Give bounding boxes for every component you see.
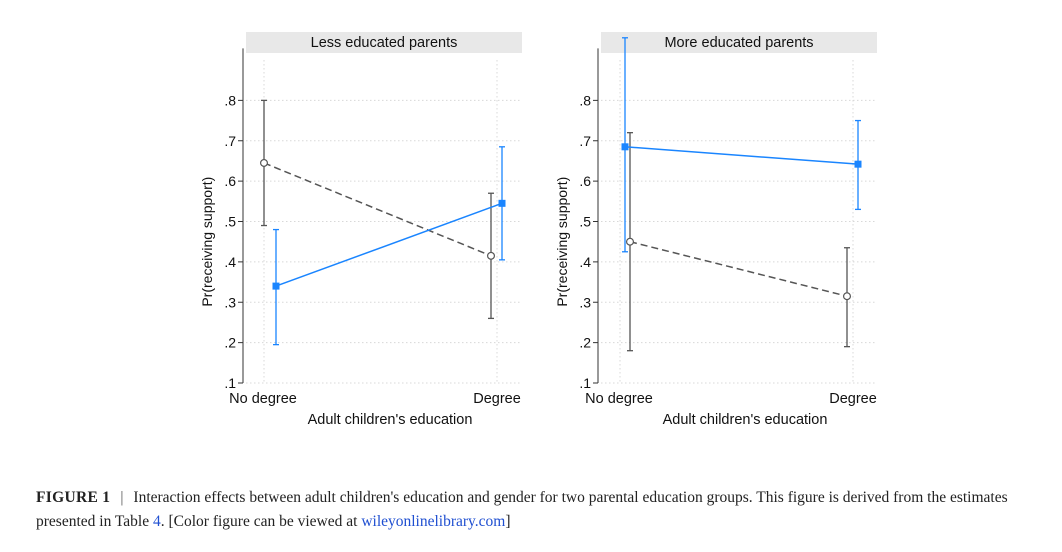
chart-panel-2: More educated parents .1 .2 .3 .4 .5 .6 .7 .8 Pr(…	[554, 32, 877, 428]
y-tick-label: .4	[579, 254, 591, 270]
daughters-series-line	[624, 146, 859, 165]
chart-panel-1: Less educated parents .1 .2 .3 .4 .5 .6 .7 .8 Pr(…	[199, 32, 522, 428]
caption-text-3: ]	[505, 513, 511, 530]
y-axis-title: Pr(receiving support)	[199, 177, 215, 307]
y-tick-label: .8	[224, 92, 236, 108]
panel-title-strip	[601, 32, 877, 53]
sons-point	[842, 292, 851, 301]
caption-label: FIGURE 1	[36, 489, 111, 506]
figure-caption: FIGURE 1 | Interaction effects between adu…	[36, 486, 1046, 534]
y-tick-label: .2	[224, 335, 236, 351]
sons-series-line	[263, 162, 492, 257]
y-tick-label: .1	[224, 375, 236, 391]
y-tick-label: .3	[579, 294, 591, 310]
x-tick-label: Degree	[473, 391, 521, 407]
panel-title: More educated parents	[664, 35, 813, 51]
x-axis-title: Adult children's education	[308, 412, 473, 428]
y-axis-title: Pr(receiving support)	[554, 177, 570, 307]
interaction-figure: Less educated parents .1 .2 .3 .4 .5 .6 .7 .8 Pr(…	[199, 32, 877, 460]
x-tick-label: No degree	[585, 391, 653, 407]
x-tick-label: No degree	[229, 391, 297, 407]
sons-point	[487, 251, 496, 260]
daughters-point	[498, 199, 506, 207]
daughters-point	[621, 143, 629, 151]
caption-text-2: . [Color figure can be viewed at	[160, 513, 362, 530]
daughters-point	[272, 282, 280, 290]
sons-series-line	[629, 240, 848, 297]
x-tick-label: Degree	[829, 391, 877, 407]
caption-text: Interaction effects between adult childr…	[36, 489, 1008, 530]
legend-daughters-label: Daughters	[563, 459, 628, 460]
daughters-series-line	[275, 202, 503, 287]
sons-point	[625, 237, 634, 246]
daughters-point	[854, 160, 862, 168]
y-tick-label: .2	[579, 335, 591, 351]
y-tick-label: .4	[224, 254, 236, 270]
sons-point	[260, 158, 269, 167]
table-reference-link[interactable]: 4	[153, 513, 161, 530]
legend-sons-label: Sons	[472, 459, 504, 460]
panel-title: Less educated parents	[311, 35, 458, 51]
caption-separator: |	[120, 489, 124, 506]
x-axis-title: Adult children's education	[663, 412, 828, 428]
panel-title-strip	[246, 32, 522, 53]
y-tick-label: .3	[224, 294, 236, 310]
y-tick-label: .6	[579, 173, 591, 189]
y-tick-label: .6	[224, 173, 236, 189]
wiley-link[interactable]: wileyonlinelibrary.com	[361, 513, 506, 530]
y-tick-label: .7	[579, 133, 591, 149]
y-tick-label: .8	[579, 92, 591, 108]
y-tick-label: .1	[579, 375, 591, 391]
y-tick-label: .5	[579, 214, 591, 230]
y-tick-label: .5	[224, 214, 236, 230]
y-tick-label: .7	[224, 133, 236, 149]
legend: Sons Daughters	[472, 459, 628, 460]
